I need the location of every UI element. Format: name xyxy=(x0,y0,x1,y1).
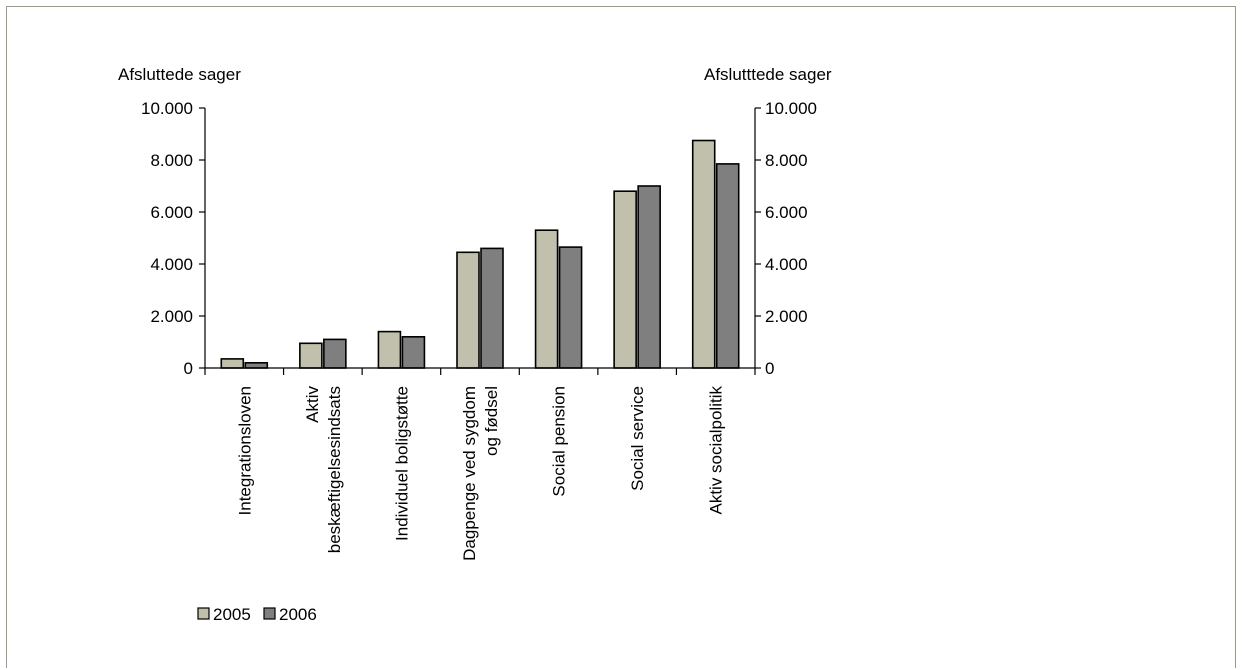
bar-2005-3 xyxy=(456,251,480,369)
bar-2005-0 xyxy=(220,358,245,369)
legend-swatch-2005 xyxy=(197,607,210,620)
y-axis-label-right: Afslutttede sager xyxy=(704,65,832,84)
x-tick-label: Social service xyxy=(628,386,647,491)
y-tick-label-left: 10.000 xyxy=(141,99,193,118)
y-axis-label-left: Afsluttede sager xyxy=(118,65,241,84)
bar-2005-2 xyxy=(377,330,402,369)
y-tick-label-left: 2.000 xyxy=(150,307,193,326)
y-tick-label-right: 8.000 xyxy=(765,151,808,170)
x-tick-label: Aktiv xyxy=(303,386,322,423)
x-tick-label: Individuel boligstøtte xyxy=(392,386,411,541)
x-tick-label: beskæftigelsesindsats xyxy=(325,386,344,553)
bar-2006-0 xyxy=(244,361,269,369)
y-tick-label-left: 6.000 xyxy=(150,203,193,222)
bar-2005-5 xyxy=(613,190,637,369)
x-tick-label: Dagpenge ved sygdom xyxy=(460,386,479,561)
y-tick-label-left: 8.000 xyxy=(150,151,193,170)
y-tick-label-right: 6.000 xyxy=(765,203,808,222)
bar-2005-1 xyxy=(299,342,323,369)
bar-2006-4 xyxy=(558,246,583,369)
y-tick-label-right: 4.000 xyxy=(765,255,808,274)
bar-2005-6 xyxy=(691,139,716,369)
bar-2006-6 xyxy=(715,163,740,369)
bar-2006-1 xyxy=(323,338,347,369)
y-tick-label-left: 0 xyxy=(184,359,193,378)
legend-label-2006: 2006 xyxy=(279,605,317,624)
legend: 2005 2006 xyxy=(197,605,317,624)
bar-2006-2 xyxy=(401,335,426,369)
x-tick-label: Integrationsloven xyxy=(235,386,254,515)
x-tick-label: og fødsel xyxy=(482,386,501,456)
y-tick-label-left: 4.000 xyxy=(150,255,193,274)
y-tick-label-right: 10.000 xyxy=(765,99,817,118)
chart-frame xyxy=(6,6,1236,668)
bar-2006-3 xyxy=(480,247,504,369)
legend-label-2005: 2005 xyxy=(213,605,251,624)
x-tick-label: Social pension xyxy=(550,386,569,497)
legend-swatch-2006 xyxy=(263,607,276,620)
plot-area: 0 0 2.000 2.000 4.000 4.000 6.000 6.000 8.000 8.0… xyxy=(141,99,817,561)
x-tick-label: Aktiv socialpolitik xyxy=(707,386,726,515)
y-tick-label-right: 2.000 xyxy=(765,307,808,326)
y-tick-label-right: 0 xyxy=(765,359,774,378)
bar-2005-4 xyxy=(534,229,559,369)
bar-2006-5 xyxy=(637,185,661,369)
